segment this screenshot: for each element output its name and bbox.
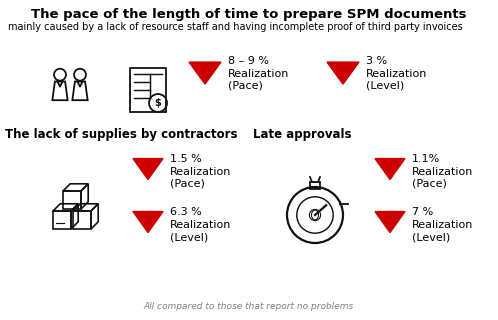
Text: Realization: Realization xyxy=(412,167,474,177)
Text: All compared to those that report no problems: All compared to those that report no pro… xyxy=(144,302,354,311)
Text: Realization: Realization xyxy=(366,69,427,79)
Text: 6.3 %: 6.3 % xyxy=(170,207,202,217)
Polygon shape xyxy=(327,62,359,84)
Text: (Level): (Level) xyxy=(412,232,450,242)
Polygon shape xyxy=(375,158,405,180)
Text: Realization: Realization xyxy=(170,220,232,230)
Text: Realization: Realization xyxy=(412,220,474,230)
Text: 3 %: 3 % xyxy=(366,56,387,66)
Polygon shape xyxy=(133,158,163,180)
Text: Realization: Realization xyxy=(228,69,289,79)
Text: (Pace): (Pace) xyxy=(228,81,263,91)
Text: 1.1%: 1.1% xyxy=(412,154,440,164)
Text: 7 %: 7 % xyxy=(412,207,433,217)
Text: 8 – 9 %: 8 – 9 % xyxy=(228,56,269,66)
Text: The lack of supplies by contractors: The lack of supplies by contractors xyxy=(5,128,238,141)
Text: $: $ xyxy=(154,98,161,108)
Text: Late approvals: Late approvals xyxy=(253,128,352,141)
Polygon shape xyxy=(133,212,163,233)
Text: (Level): (Level) xyxy=(366,81,404,91)
Text: mainly caused by a lack of resource staff and having incomplete proof of third p: mainly caused by a lack of resource staf… xyxy=(8,22,463,32)
Text: (Pace): (Pace) xyxy=(412,179,447,189)
Text: (Pace): (Pace) xyxy=(170,179,205,189)
Text: The pace of the length of time to prepare SPM documents: The pace of the length of time to prepar… xyxy=(31,8,467,21)
Polygon shape xyxy=(189,62,221,84)
Text: 1.5 %: 1.5 % xyxy=(170,154,202,164)
Text: (Level): (Level) xyxy=(170,232,208,242)
Polygon shape xyxy=(375,212,405,233)
Text: Realization: Realization xyxy=(170,167,232,177)
